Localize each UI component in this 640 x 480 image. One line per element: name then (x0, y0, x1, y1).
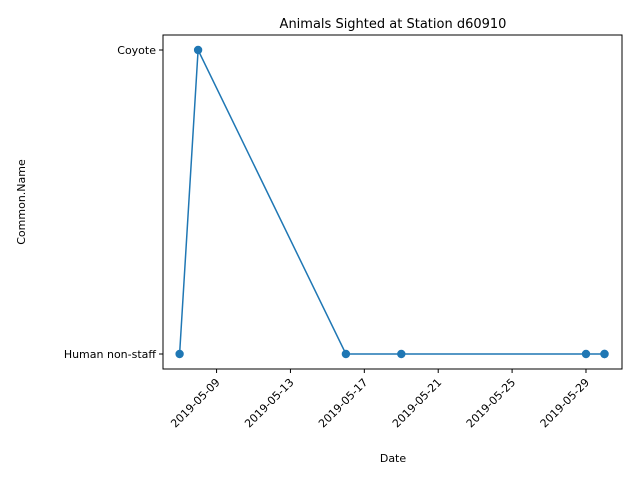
data-point (193, 45, 203, 55)
data-point (397, 349, 406, 359)
x-axis-label: Date (380, 452, 407, 465)
y-tick-label: Coyote (117, 44, 156, 57)
y-tick-label: Human non-staff (64, 348, 157, 361)
plot-area-frame (162, 34, 623, 370)
chart-title: Animals Sighted at Station d60910 (280, 17, 507, 32)
data-point (600, 349, 609, 359)
data-point (175, 349, 184, 359)
data-point (341, 349, 351, 359)
data-point (581, 349, 591, 359)
y-axis-label: Common.Name (15, 159, 28, 245)
